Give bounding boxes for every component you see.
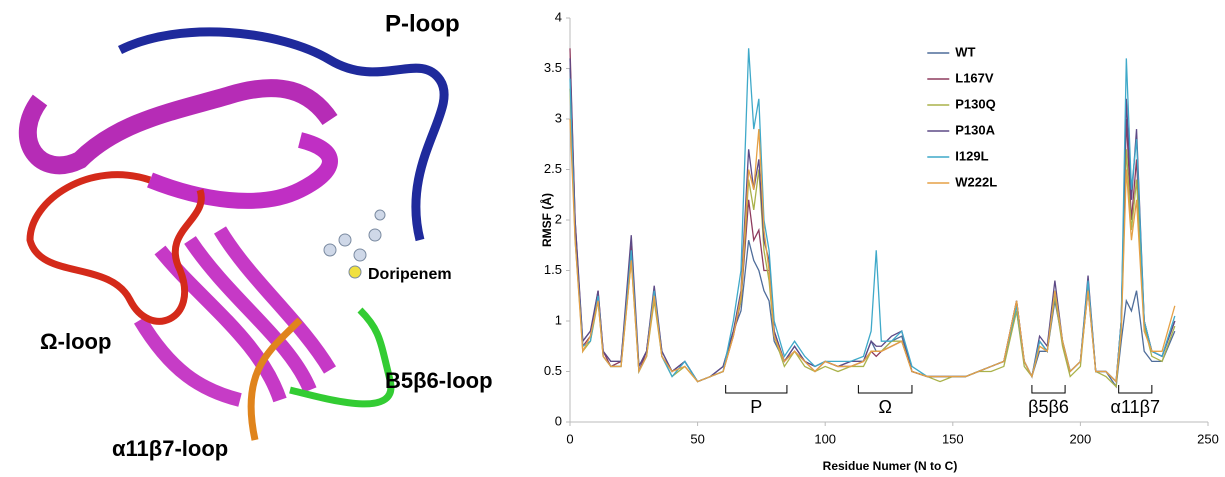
y-axis-label: RMSF (Å)	[539, 193, 554, 247]
legend-label: P130A	[955, 122, 995, 137]
legend-label: L167V	[955, 70, 994, 85]
x-tick-label: 100	[814, 431, 836, 446]
b5b6-loop-ribbon	[289, 307, 395, 408]
x-axis-label: Residue Numer (N to C)	[823, 459, 958, 473]
series-line	[569, 118, 1176, 384]
a11b7-loop-ribbon	[247, 317, 303, 441]
region-label: β5β6	[1028, 397, 1069, 417]
y-tick-label: 0.5	[544, 363, 562, 378]
x-tick-label: 0	[566, 431, 573, 446]
region-label: Ω	[878, 397, 891, 417]
region-bracket	[1118, 385, 1153, 394]
helix-ribbon	[133, 316, 242, 407]
x-tick-label: 200	[1070, 431, 1092, 446]
protein-structure: P-loop Doripenem Ω-loop B5β6-loop α11β7-…	[18, 10, 493, 461]
y-tick-label: 4	[555, 9, 562, 24]
region-label: α11β7	[1111, 397, 1160, 417]
label: Ω-loop	[40, 329, 111, 354]
x-tick-label: 150	[942, 431, 964, 446]
region-bracket	[725, 385, 788, 394]
y-tick-label: 3	[555, 110, 562, 125]
label: α11β7-loop	[112, 436, 228, 461]
legend-label: I129L	[955, 148, 988, 163]
x-tick-label: 250	[1197, 431, 1219, 446]
y-tick-label: 1	[555, 312, 562, 327]
label: P-loop	[385, 10, 460, 37]
y-tick-label: 0	[555, 413, 562, 428]
p-loop-ribbon	[117, 27, 449, 242]
region-label: P	[750, 397, 762, 417]
label: Doripenem	[368, 266, 452, 283]
helix-ribbon	[18, 79, 338, 175]
y-tick-label: 2	[555, 211, 562, 226]
y-tick-label: 2.5	[544, 161, 562, 176]
region-bracket	[857, 385, 913, 394]
omega-loop-ribbon	[26, 171, 205, 325]
y-tick-label: 1.5	[544, 262, 562, 277]
label: B5β6-loop	[385, 368, 493, 393]
ligand	[323, 209, 386, 279]
legend-label: W222L	[955, 174, 997, 189]
legend-label: WT	[955, 44, 975, 59]
region-bracket	[1031, 385, 1066, 394]
legend-label: P130Q	[955, 96, 995, 111]
helix-ribbon	[147, 132, 338, 209]
x-tick-label: 50	[690, 431, 704, 446]
y-tick-label: 3.5	[544, 60, 562, 75]
chart: RMSF (Å) Residue Numer (N to C) 0 0.5 1 1.5…	[539, 9, 1219, 473]
